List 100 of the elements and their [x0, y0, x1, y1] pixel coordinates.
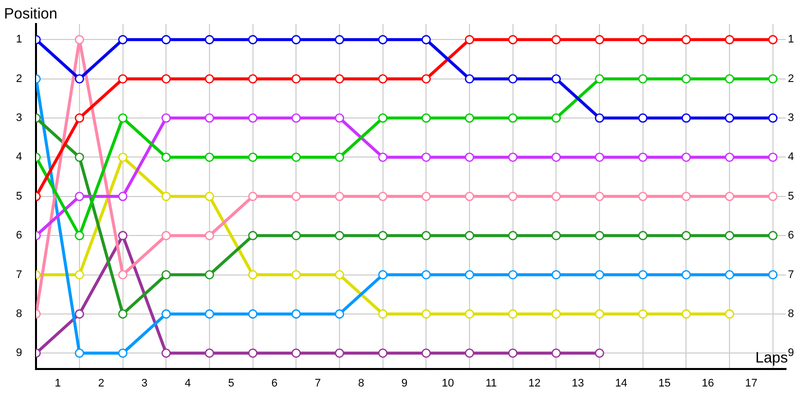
y2-tick-label: 1 — [788, 34, 794, 46]
point — [204, 113, 214, 123]
point — [118, 309, 128, 319]
point — [204, 309, 214, 319]
x-tick-label: 6 — [271, 377, 278, 390]
point — [422, 74, 431, 84]
point — [334, 270, 344, 280]
point — [552, 348, 561, 358]
point — [334, 113, 344, 123]
point — [594, 230, 604, 240]
point — [682, 270, 691, 280]
point — [74, 192, 84, 202]
point — [594, 348, 604, 358]
point — [508, 192, 518, 202]
point — [378, 309, 388, 319]
point — [292, 152, 301, 162]
point — [464, 309, 474, 319]
point — [508, 74, 518, 84]
point — [248, 113, 258, 123]
point — [682, 74, 691, 84]
x-tick-label: 2 — [98, 377, 104, 390]
point — [378, 74, 388, 84]
point — [74, 309, 84, 319]
point — [464, 152, 474, 162]
y2-tick-label: 5 — [788, 190, 794, 202]
point — [74, 152, 84, 162]
point — [334, 348, 344, 358]
point — [422, 270, 431, 280]
point — [594, 309, 604, 319]
point — [161, 348, 171, 358]
point — [334, 230, 344, 240]
point — [204, 35, 214, 44]
point — [552, 192, 561, 202]
y-tick-label: 6 — [16, 230, 22, 242]
point — [768, 35, 778, 44]
point — [508, 152, 518, 162]
x-tick-label: 1 — [54, 377, 61, 390]
point — [422, 152, 431, 162]
point — [118, 74, 128, 84]
y-tick-label: 4 — [16, 151, 22, 164]
point — [638, 309, 648, 319]
point — [552, 113, 561, 123]
point — [248, 270, 258, 280]
point — [768, 270, 778, 280]
point — [74, 74, 84, 84]
point — [161, 74, 171, 84]
point — [118, 230, 128, 240]
point — [334, 152, 344, 162]
point — [378, 230, 388, 240]
point — [464, 113, 474, 123]
point — [464, 348, 474, 358]
y2-tick-label: 2 — [788, 72, 794, 85]
y-axis-title: Position — [4, 6, 58, 23]
point — [594, 152, 604, 162]
y-tick-label: 7 — [16, 268, 22, 281]
point — [161, 152, 171, 162]
x-tick-label: 5 — [228, 377, 234, 390]
point — [292, 230, 301, 240]
point — [724, 270, 734, 280]
point — [204, 230, 214, 240]
point — [638, 152, 648, 162]
point — [74, 270, 84, 280]
point — [464, 270, 474, 280]
point — [768, 74, 778, 84]
point — [682, 230, 691, 240]
point — [161, 35, 171, 44]
y2-tick-label: 6 — [788, 230, 794, 242]
point — [552, 35, 561, 44]
x-tick-label: 11 — [485, 377, 497, 390]
point — [768, 192, 778, 202]
x-tick-label: 17 — [745, 377, 758, 390]
point — [74, 230, 84, 240]
point — [292, 35, 301, 44]
point — [204, 74, 214, 84]
point — [161, 270, 171, 280]
point — [682, 35, 691, 44]
y-tick-label: 1 — [16, 34, 22, 46]
point — [74, 35, 84, 44]
point — [594, 270, 604, 280]
point — [638, 230, 648, 240]
point — [422, 192, 431, 202]
y-tick-label: 3 — [16, 112, 22, 124]
point — [204, 152, 214, 162]
y-tick-label: 9 — [16, 347, 22, 360]
point — [118, 152, 128, 162]
point — [204, 270, 214, 280]
point — [464, 74, 474, 84]
point — [768, 113, 778, 123]
point — [334, 192, 344, 202]
point — [724, 74, 734, 84]
point — [422, 348, 431, 358]
point — [378, 270, 388, 280]
point — [464, 192, 474, 202]
point — [724, 309, 734, 319]
point — [552, 270, 561, 280]
point — [724, 35, 734, 44]
point — [552, 230, 561, 240]
point — [378, 192, 388, 202]
point — [378, 35, 388, 44]
point — [74, 113, 84, 123]
